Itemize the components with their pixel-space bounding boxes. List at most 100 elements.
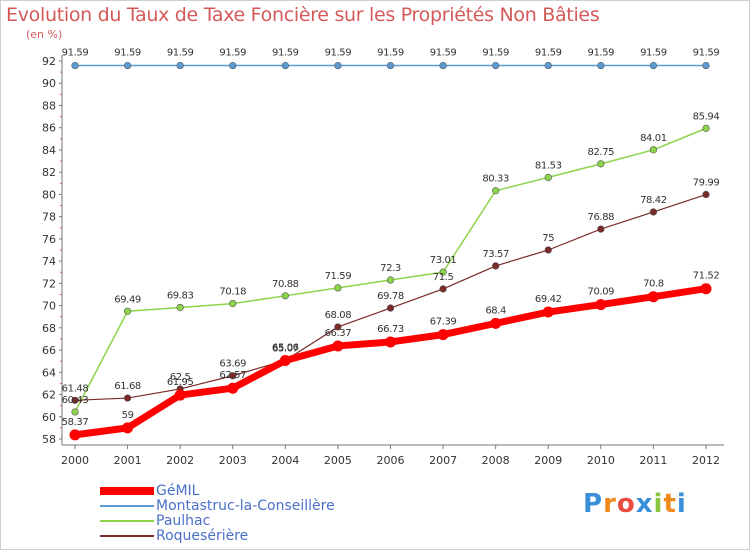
data-point-roques-ri-re [544,246,552,254]
legend-swatch [100,487,154,495]
data-label-paulhac: 71.59 [325,271,352,282]
data-label-paulhac: 69.83 [167,290,194,301]
data-label-montastruc-la-conseill-re: 91.59 [693,48,720,59]
data-label-montastruc-la-conseill-re: 91.59 [430,48,457,59]
logo-letter: r [603,489,617,519]
y-tick-label: 86 [42,122,56,135]
data-point-montastruc-la-conseill-re [649,61,658,70]
legend-swatch [100,520,154,522]
data-point-g-mil [227,382,239,394]
data-point-g-mil [122,422,134,434]
data-point-montastruc-la-conseill-re [702,61,710,70]
data-label-paulhac: 80.33 [482,174,509,185]
y-tick-label: 78 [42,211,56,224]
y-tick-label: 60 [42,411,56,424]
data-label-roques-ri-re: 63.69 [219,359,246,370]
x-tick-label: 2000 [61,454,89,467]
logo-letter: P [583,489,604,519]
data-point-roques-ri-re [386,304,395,312]
data-point-paulhac [649,146,658,154]
x-tick-label: 2006 [377,454,405,467]
data-label-paulhac: 73.01 [430,255,457,266]
data-point-roques-ri-re [439,285,447,293]
data-label-roques-ri-re: 73.57 [482,249,509,260]
data-point-montastruc-la-conseill-re [71,61,79,70]
data-label-roques-ri-re: 71.5 [433,272,454,283]
y-tick-label: 82 [42,166,56,179]
data-point-montastruc-la-conseill-re [176,61,184,70]
data-point-montastruc-la-conseill-re [492,61,500,70]
data-label-paulhac: 70.88 [272,279,299,290]
data-point-g-mil [490,317,502,329]
data-point-paulhac [229,299,237,308]
data-label-g-mil: 69.42 [535,294,562,305]
data-label-roques-ri-re: 62.5 [170,372,191,383]
data-label-montastruc-la-conseill-re: 91.59 [272,48,299,59]
data-label-roques-ri-re: 75 [542,233,554,244]
data-point-g-mil [595,299,607,311]
data-label-g-mil: 62.57 [219,370,246,381]
data-point-paulhac [386,276,395,284]
data-label-roques-ri-re: 79.99 [693,178,720,189]
data-label-montastruc-la-conseill-re: 91.59 [114,48,141,59]
data-point-roques-ri-re [649,208,658,216]
proxiti-logo: Proxiti [583,489,687,519]
logo-letter: t [663,489,677,519]
unit-label: (en %) [26,28,63,41]
y-tick-label: 84 [42,144,56,157]
y-tick-label: 88 [42,99,56,112]
data-point-g-mil [700,283,712,295]
x-tick-label: 2011 [639,454,667,467]
data-label-paulhac: 70.18 [219,287,246,298]
data-label-g-mil: 67.39 [430,317,457,328]
data-label-paulhac: 60.43 [62,395,89,406]
y-tick-label: 58 [42,433,56,446]
data-point-paulhac [702,124,710,132]
y-tick-label: 80 [42,188,56,201]
data-label-paulhac: 84.01 [640,133,667,144]
data-label-montastruc-la-conseill-re: 91.59 [62,48,89,59]
data-point-roques-ri-re [597,225,605,233]
logo-letter: i [653,489,664,519]
x-tick-label: 2008 [482,454,510,467]
data-label-roques-ri-re: 69.78 [377,291,404,302]
data-point-roques-ri-re [71,396,79,404]
data-label-roques-ri-re: 68.08 [325,310,352,321]
data-point-montastruc-la-conseill-re [439,61,447,70]
x-tick-label: 2007 [429,454,457,467]
data-label-roques-ri-re: 61.48 [62,383,89,394]
data-label-g-mil: 71.52 [693,271,720,282]
data-point-montastruc-la-conseill-re [597,61,605,70]
chart-title: Evolution du Taux de Taxe Foncière sur l… [6,4,600,26]
data-point-paulhac [176,303,184,312]
data-point-g-mil [279,355,291,367]
legend-label: GéMIL [156,483,200,499]
data-point-g-mil [647,291,659,303]
data-point-paulhac [71,408,79,416]
data-point-g-mil [332,340,344,352]
data-label-montastruc-la-conseill-re: 91.59 [535,48,562,59]
data-label-roques-ri-re: 65.07 [272,343,299,354]
data-point-roques-ri-re [123,394,132,402]
data-point-g-mil [437,329,449,341]
legend-label: Roquesérière [156,528,249,544]
x-tick-label: 2010 [587,454,615,467]
y-tick-label: 72 [42,277,56,290]
logo-letter: o [616,489,636,519]
y-tick-label: 62 [42,389,56,402]
data-point-paulhac [334,284,342,292]
legend-swatch [100,505,154,507]
data-label-montastruc-la-conseill-re: 91.59 [219,48,246,59]
legend-item-g-mil: GéMIL [100,484,400,499]
legend-item-montastruc-la-conseill-re: Montastruc-la-Conseillère [100,499,400,514]
data-label-g-mil: 61.95 [167,377,194,388]
y-tick-label: 70 [42,300,56,313]
data-point-paulhac [492,187,500,195]
x-tick-label: 2012 [692,454,720,467]
y-tick-label: 90 [42,77,56,90]
data-point-montastruc-la-conseill-re [334,61,342,70]
data-label-roques-ri-re: 76.88 [588,212,615,223]
data-point-g-mil [174,389,186,401]
